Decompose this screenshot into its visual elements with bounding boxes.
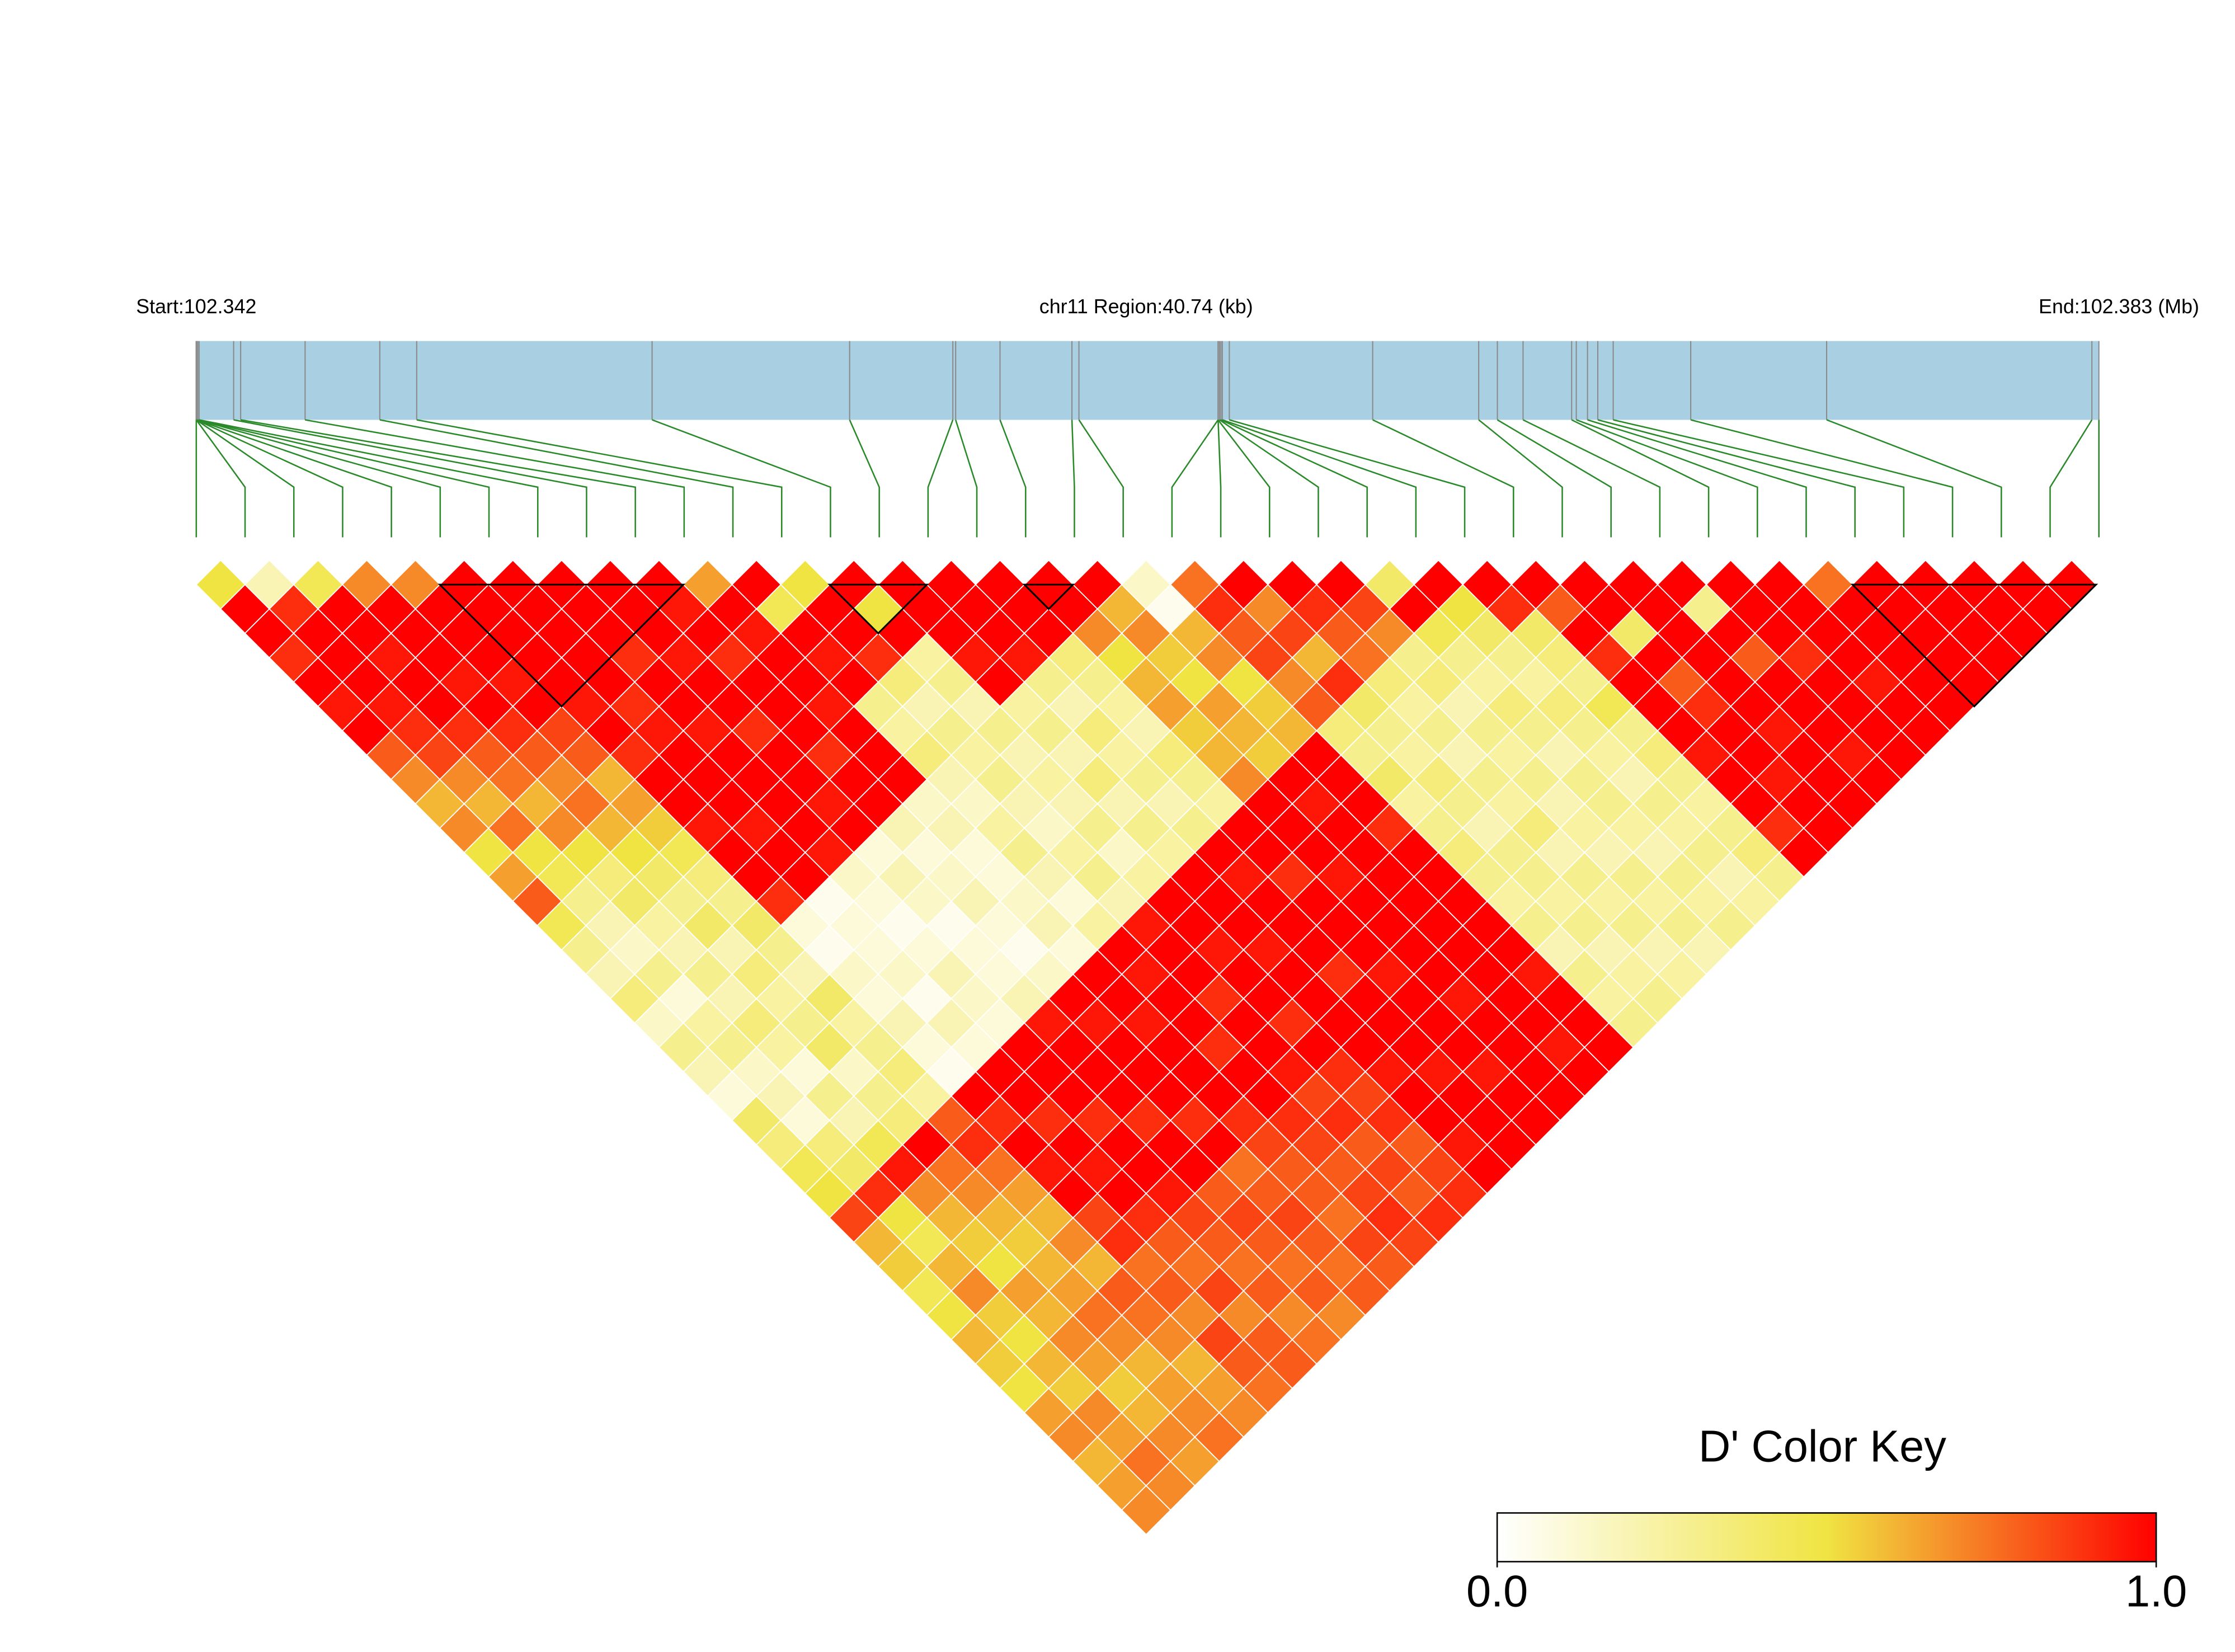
snp-link — [1613, 419, 1905, 538]
snp-link — [1497, 419, 1612, 538]
snp-link — [927, 420, 954, 538]
snp-link — [416, 419, 783, 538]
snp-link — [1690, 419, 1954, 538]
snp-link — [999, 420, 1027, 538]
end-label: End:102.383 (Mb) — [2039, 295, 2199, 318]
snp-link — [199, 419, 539, 538]
ld-block — [1022, 583, 1075, 610]
snp-link — [1071, 420, 1075, 538]
snp-link — [1522, 419, 1661, 538]
snp-link — [1576, 419, 1758, 538]
snp-link — [196, 419, 295, 538]
snp-link — [1229, 419, 1466, 538]
snp-link — [305, 419, 685, 538]
snp-link — [195, 419, 246, 538]
snp-link — [1826, 419, 2002, 538]
ld-block — [1850, 583, 2098, 708]
snp-link — [1220, 419, 1368, 538]
snp-link — [1597, 419, 1856, 538]
snp-link — [1587, 419, 1807, 538]
snp-link — [1217, 420, 1222, 538]
ld-block — [437, 583, 686, 708]
snp-link — [197, 419, 490, 538]
snp-link — [1171, 419, 1219, 538]
snp-link — [196, 419, 344, 538]
snp-link — [196, 419, 392, 538]
key-tick-label: 1.0 — [2125, 1566, 2187, 1616]
start-label: Start:102.342 — [136, 295, 256, 318]
snp-link — [1078, 419, 1124, 538]
snp-link — [1219, 419, 1319, 538]
key-tick-label: 0.0 — [1466, 1566, 1528, 1616]
snp-link — [954, 420, 978, 538]
region-label: chr11 Region:40.74 (kb) — [1039, 295, 1253, 318]
snp-link — [1217, 419, 1271, 538]
snp-link — [197, 419, 441, 538]
region-bar — [196, 341, 2099, 420]
snp-link — [849, 419, 880, 538]
snp-link — [1571, 419, 1710, 538]
snp-link — [1372, 419, 1514, 538]
snp-link — [233, 419, 587, 538]
snp-link — [652, 419, 831, 538]
snp-link — [379, 419, 734, 538]
snp-link — [1222, 419, 1417, 538]
snp-link — [240, 419, 636, 538]
snp-link — [1478, 419, 1563, 538]
color-key — [1496, 1512, 2157, 1562]
snp-link — [2049, 419, 2093, 538]
ld-block — [827, 583, 929, 635]
key-title: D' Color Key — [1698, 1422, 1946, 1471]
